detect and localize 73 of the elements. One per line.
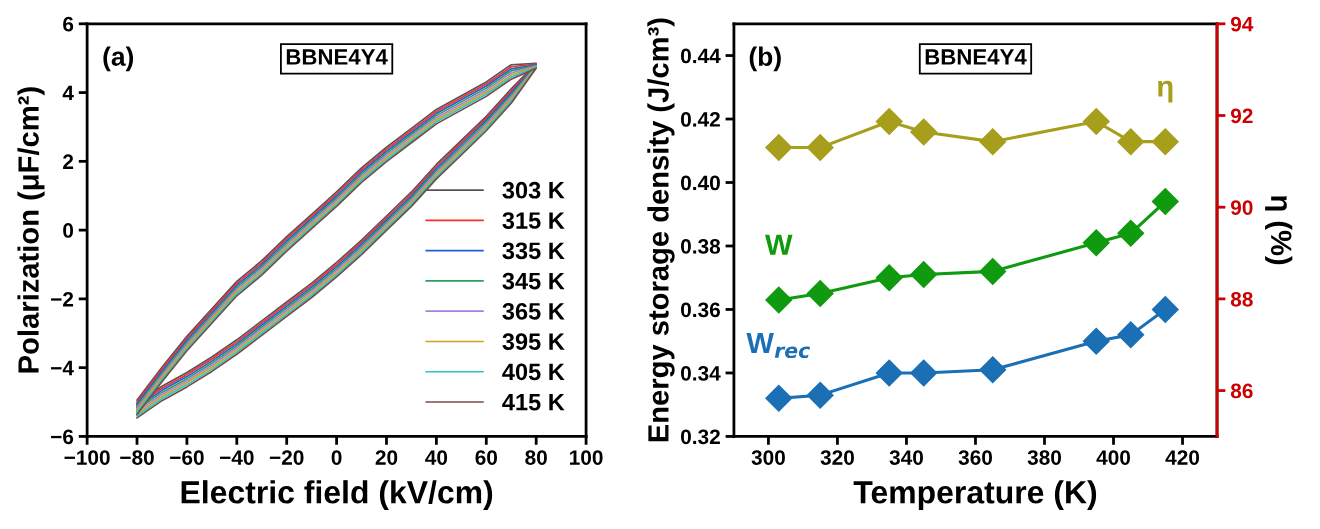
y-tick-label: 0.40 bbox=[681, 175, 720, 191]
annotation: BBNE4Y4 bbox=[286, 49, 388, 65]
y-tick-label: 6 bbox=[63, 16, 74, 32]
point bbox=[1117, 219, 1145, 247]
x-tick-label: 0 bbox=[331, 450, 342, 465]
x-tick-label: 320 bbox=[820, 450, 854, 465]
point bbox=[875, 264, 903, 292]
series-label: W$_{rec}$ bbox=[746, 332, 810, 359]
y2-axis-title: η (%) bbox=[1265, 196, 1293, 265]
point bbox=[765, 286, 793, 314]
y-tick-label: 0 bbox=[63, 223, 74, 238]
point bbox=[1117, 321, 1145, 349]
y-tick-label: −4 bbox=[51, 360, 74, 376]
x-tick-label: 20 bbox=[375, 450, 398, 465]
y2-tick-label: 88 bbox=[1230, 291, 1253, 307]
point bbox=[1082, 327, 1110, 355]
point bbox=[979, 356, 1007, 384]
x-tick-label: 380 bbox=[1027, 450, 1062, 465]
x-tick-label: 360 bbox=[958, 450, 993, 465]
x-tick-label: −80 bbox=[120, 450, 154, 465]
y-tick-label: 0.34 bbox=[681, 365, 721, 381]
y-axis-title: Energy storage density (J/cm³) bbox=[647, 18, 675, 442]
legend-label: 405 K bbox=[502, 363, 565, 381]
x-tick-label: −60 bbox=[170, 450, 204, 465]
y2-tick-label: 86 bbox=[1230, 383, 1253, 399]
point bbox=[1082, 229, 1110, 257]
point bbox=[765, 384, 793, 412]
annotation: (b) bbox=[749, 46, 781, 72]
legend-label: 365 K bbox=[502, 302, 565, 320]
series-label: W bbox=[765, 234, 793, 255]
x-tick-label: 40 bbox=[425, 450, 448, 465]
x-tick-label: 80 bbox=[525, 450, 547, 465]
y-axis-title: Polarization (μF/cm²) bbox=[17, 87, 45, 373]
legend-label: 415 K bbox=[502, 394, 565, 411]
series-label: η bbox=[1157, 80, 1173, 103]
y2-tick-label: 90 bbox=[1230, 200, 1253, 215]
point bbox=[806, 381, 834, 409]
x-tick-label: 420 bbox=[1165, 450, 1200, 465]
point bbox=[910, 359, 938, 387]
point bbox=[979, 257, 1007, 285]
x-tick-label: 60 bbox=[475, 450, 498, 465]
legend-label: 335 K bbox=[502, 242, 565, 260]
point bbox=[1151, 188, 1179, 216]
x-axis-title: Temperature (K) bbox=[853, 480, 1097, 510]
point bbox=[806, 280, 834, 308]
y-tick-label: 0.38 bbox=[681, 238, 721, 254]
y-tick-label: 0.36 bbox=[681, 302, 720, 318]
legend-label: 345 K bbox=[502, 272, 565, 290]
x-tick-label: −100 bbox=[64, 450, 110, 465]
y-tick-label: −2 bbox=[51, 291, 74, 307]
y-tick-label: 4 bbox=[62, 85, 74, 101]
x-tick-label: 100 bbox=[570, 450, 603, 465]
y-tick-label: 0.42 bbox=[681, 112, 720, 127]
y-tick-label: 0.32 bbox=[681, 429, 720, 445]
y-tick-label: 0.44 bbox=[681, 48, 721, 64]
legend-label: 303 K bbox=[502, 181, 565, 199]
x-tick-label: 340 bbox=[889, 450, 923, 465]
annotation: BBNE4Y4 bbox=[925, 49, 1027, 65]
point bbox=[910, 261, 938, 289]
x-tick-label: 300 bbox=[751, 450, 785, 465]
y2-tick-label: 94 bbox=[1230, 16, 1254, 32]
legend-label: 315 K bbox=[502, 212, 565, 229]
point bbox=[875, 359, 903, 387]
annotation: (a) bbox=[103, 46, 134, 72]
y-tick-label: −6 bbox=[51, 429, 74, 445]
y-tick-label: 2 bbox=[63, 154, 74, 169]
x-tick-label: 400 bbox=[1096, 450, 1131, 465]
x-axis-title: Electric field (kV/cm) bbox=[181, 480, 493, 510]
y2-tick-label: 92 bbox=[1230, 108, 1253, 124]
x-tick-label: −40 bbox=[220, 450, 254, 465]
point bbox=[1151, 296, 1179, 323]
legend-label: 395 K bbox=[502, 333, 565, 350]
x-tick-label: −20 bbox=[269, 450, 304, 465]
